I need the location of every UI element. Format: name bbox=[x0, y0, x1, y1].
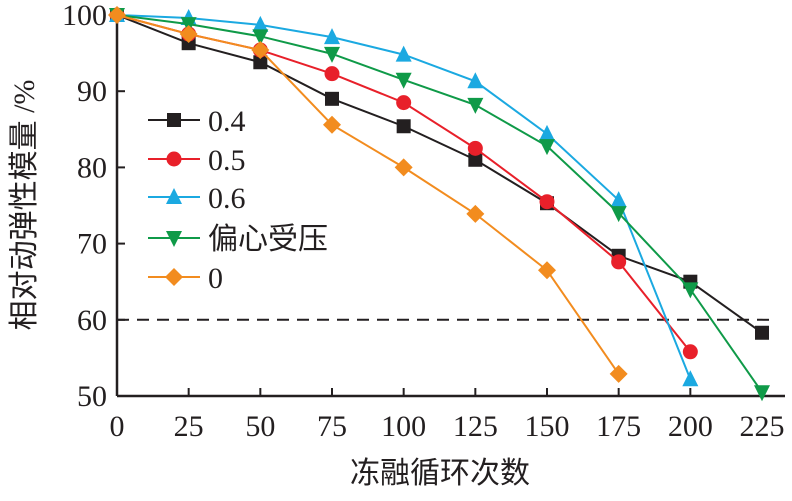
data-point bbox=[682, 344, 698, 360]
series-0.6 bbox=[109, 6, 699, 387]
x-tick-label: 200 bbox=[668, 410, 713, 443]
x-tick-label: 150 bbox=[525, 410, 570, 443]
series-line bbox=[116, 14, 692, 353]
legend-marker bbox=[166, 151, 182, 167]
data-point bbox=[252, 29, 269, 46]
data-point bbox=[108, 6, 126, 24]
data-point bbox=[682, 370, 699, 387]
y-tick-label: 50 bbox=[77, 380, 107, 413]
legend-marker bbox=[165, 268, 183, 286]
legend-marker bbox=[166, 188, 182, 204]
data-point bbox=[323, 115, 341, 134]
data-point bbox=[755, 325, 769, 340]
x-axis-label: 冻融循环次数 bbox=[350, 457, 530, 490]
y-axis-label: 相对动弹性模量 /% bbox=[8, 80, 41, 331]
data-point bbox=[325, 91, 339, 106]
data-point bbox=[395, 72, 412, 89]
legend-label: 偏心受压 bbox=[208, 223, 328, 256]
series-line bbox=[116, 14, 763, 393]
x-tick-label: 125 bbox=[453, 410, 498, 443]
data-point bbox=[253, 55, 268, 70]
x-tick-label: 0 bbox=[110, 410, 125, 443]
data-point bbox=[396, 119, 411, 134]
data-point bbox=[754, 385, 770, 402]
data-point bbox=[467, 97, 484, 114]
legend-label: 0.5 bbox=[208, 144, 246, 177]
data-point bbox=[610, 206, 627, 223]
x-tick-label: 225 bbox=[740, 410, 785, 443]
data-point bbox=[251, 41, 270, 60]
legend-marker bbox=[167, 113, 181, 127]
data-point bbox=[539, 194, 555, 210]
data-point bbox=[396, 95, 412, 111]
data-point bbox=[682, 282, 699, 299]
series-line bbox=[116, 14, 692, 380]
series-line bbox=[116, 14, 763, 334]
data-point bbox=[324, 66, 340, 82]
y-tick-label: 60 bbox=[77, 304, 107, 337]
data-point bbox=[467, 140, 483, 156]
legend-label: 0.6 bbox=[208, 182, 246, 215]
y-tick-label: 100 bbox=[62, 0, 107, 32]
series-line bbox=[116, 14, 620, 375]
data-point bbox=[252, 15, 269, 32]
data-point bbox=[539, 124, 555, 141]
x-tick-label: 25 bbox=[174, 410, 204, 443]
series-group bbox=[108, 6, 770, 402]
data-point bbox=[468, 152, 483, 167]
data-point bbox=[609, 364, 628, 383]
x-tick-label: 75 bbox=[317, 410, 347, 443]
data-point bbox=[538, 261, 556, 280]
legend-label: 0 bbox=[208, 262, 223, 295]
legend-marker bbox=[166, 231, 182, 247]
y-tick-label: 90 bbox=[77, 75, 107, 108]
x-tick-label: 100 bbox=[381, 410, 426, 443]
data-point bbox=[466, 204, 485, 223]
y-tick-label: 80 bbox=[77, 151, 107, 184]
data-point bbox=[324, 46, 340, 63]
data-point bbox=[395, 45, 412, 62]
data-point bbox=[394, 158, 413, 177]
data-point bbox=[467, 72, 484, 89]
legend: 0.4 0.5 0.6 偏心受压 0 bbox=[148, 105, 328, 295]
axes: 0 25 50 75 100 125 150 175 200 225 50 60 70 80 90 100 bbox=[62, 0, 785, 443]
legend-label: 0.4 bbox=[208, 105, 246, 138]
data-point bbox=[539, 139, 555, 156]
data-point bbox=[324, 28, 340, 45]
data-point bbox=[611, 254, 627, 270]
data-point bbox=[179, 25, 198, 44]
series-0 bbox=[108, 6, 628, 383]
y-tick-label: 70 bbox=[77, 228, 107, 261]
x-tick-label: 175 bbox=[596, 410, 641, 443]
x-tick-label: 50 bbox=[245, 410, 275, 443]
data-point bbox=[610, 191, 627, 208]
